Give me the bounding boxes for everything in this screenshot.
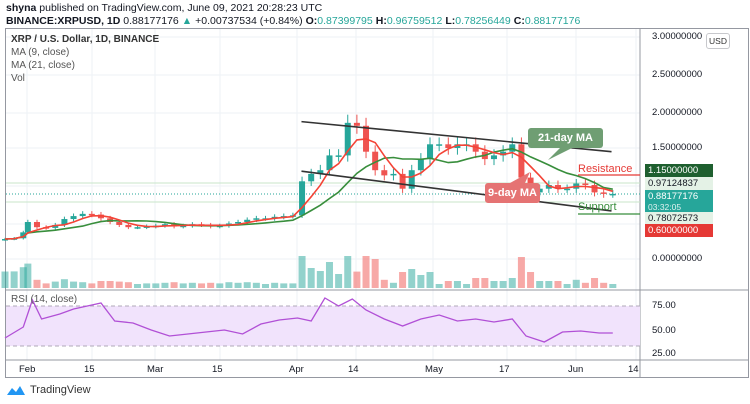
publisher-name: shyna — [6, 2, 37, 14]
chart-legend: XRP / U.S. Dollar, 1D, BINANCE MA (9, cl… — [11, 33, 159, 85]
close-value: 0.88177176 — [524, 15, 581, 27]
time-tick: Apr — [289, 364, 304, 375]
open-value: 0.87399795 — [317, 15, 373, 27]
legend-ma21[interactable]: MA (21, close) — [11, 60, 75, 71]
ma9-annotation: 9-day MA — [485, 183, 540, 203]
price-tag: 0.78072573 — [645, 212, 713, 225]
tradingview-logo[interactable]: TradingView — [6, 384, 91, 396]
time-tick: 15 — [212, 364, 223, 375]
open-label: O: — [305, 15, 318, 27]
price-tag: 1.15000000 — [645, 164, 713, 177]
tradingview-cloud-icon — [7, 385, 25, 395]
time-tick: Mar — [147, 364, 164, 375]
low-value: 0.78256449 — [455, 15, 511, 27]
time-tick: 17 — [499, 364, 510, 375]
last-price: 0.88177176 — [123, 15, 179, 27]
time-tick: Feb — [19, 364, 36, 375]
legend-ma9[interactable]: MA (9, close) — [11, 47, 70, 58]
legend-volume[interactable]: Vol — [11, 73, 25, 84]
logo-text: TradingView — [30, 384, 91, 396]
publish-header: shyna published on TradingView.com, June… — [6, 2, 583, 28]
time-tick: 15 — [84, 364, 95, 375]
resistance-label: Resistance — [578, 163, 633, 175]
publish-line: shyna published on TradingView.com, June… — [6, 2, 583, 15]
price-tick: 1.50000000 — [652, 142, 703, 153]
close-label: C: — [513, 15, 525, 27]
rsi-tick: 25.00 — [652, 348, 676, 359]
time-tick: Jun — [568, 364, 584, 375]
published-text: published on TradingView.com, June 09, 2… — [39, 2, 323, 14]
time-tick: 14 — [348, 364, 359, 375]
time-tick: 14 — [628, 364, 639, 375]
low-label: L: — [445, 15, 456, 27]
price-tag: 0.97124837 — [645, 177, 713, 190]
price-tick: 2.00000000 — [652, 107, 703, 118]
symbol: BINANCE:XRPUSD, 1D — [6, 15, 121, 27]
legend-title: XRP / U.S. Dollar, 1D, BINANCE — [11, 34, 160, 45]
price-tick: 0.00000000 — [652, 253, 703, 264]
price-tag: 0.60000000 — [645, 224, 713, 237]
chart-frame[interactable] — [5, 28, 749, 378]
price-tick: 2.50000000 — [652, 69, 703, 80]
rsi-tick: 75.00 — [652, 300, 676, 311]
price-tick: 3.00000000 — [652, 31, 703, 42]
rsi-tick: 50.00 — [652, 325, 676, 336]
ma21-annotation: 21-day MA — [528, 128, 603, 148]
ohlc-line: BINANCE:XRPUSD, 1D 0.88177176 ▲ +0.0073753… — [6, 15, 583, 28]
change: +0.00737534 (+0.84%) — [195, 15, 303, 27]
legend-rsi[interactable]: RSI (14, close) — [11, 294, 78, 305]
countdown: 03:32:05 — [648, 202, 682, 212]
high-value: 0.96759512 — [386, 15, 443, 27]
high-label: H: — [375, 15, 387, 27]
time-tick: May — [425, 364, 443, 375]
currency-badge[interactable]: USD — [706, 33, 730, 49]
support-label: Support — [578, 201, 617, 213]
price-tag: 0.88177176 03:32:05 — [645, 190, 713, 214]
up-arrow-icon: ▲ — [181, 15, 193, 27]
